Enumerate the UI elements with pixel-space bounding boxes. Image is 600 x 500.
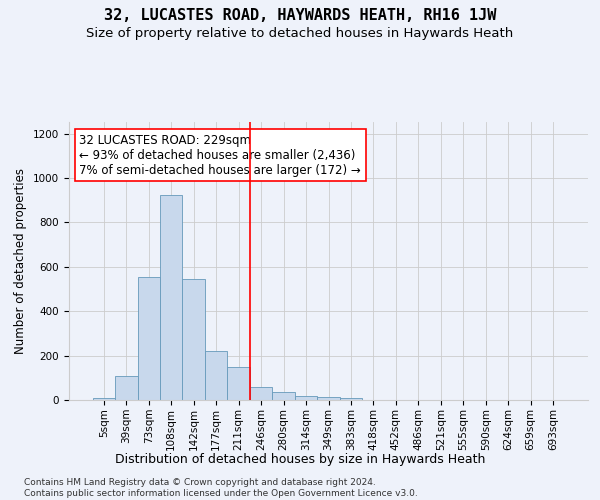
Bar — [272, 392, 295, 400]
Text: Distribution of detached houses by size in Haywards Heath: Distribution of detached houses by size … — [115, 452, 485, 466]
Text: Contains HM Land Registry data © Crown copyright and database right 2024.
Contai: Contains HM Land Registry data © Crown c… — [24, 478, 418, 498]
Bar — [250, 386, 272, 400]
Bar — [137, 277, 160, 400]
Bar — [92, 398, 115, 400]
Y-axis label: Number of detached properties: Number of detached properties — [14, 168, 28, 354]
Text: Size of property relative to detached houses in Haywards Heath: Size of property relative to detached ho… — [86, 28, 514, 40]
Bar — [340, 398, 362, 400]
Text: 32 LUCASTES ROAD: 229sqm
← 93% of detached houses are smaller (2,436)
7% of semi: 32 LUCASTES ROAD: 229sqm ← 93% of detach… — [79, 134, 361, 176]
Bar — [295, 396, 317, 400]
Text: 32, LUCASTES ROAD, HAYWARDS HEATH, RH16 1JW: 32, LUCASTES ROAD, HAYWARDS HEATH, RH16 … — [104, 8, 496, 22]
Bar — [160, 194, 182, 400]
Bar — [182, 279, 205, 400]
Bar — [317, 396, 340, 400]
Bar — [227, 366, 250, 400]
Bar — [115, 376, 137, 400]
Bar — [205, 351, 227, 400]
